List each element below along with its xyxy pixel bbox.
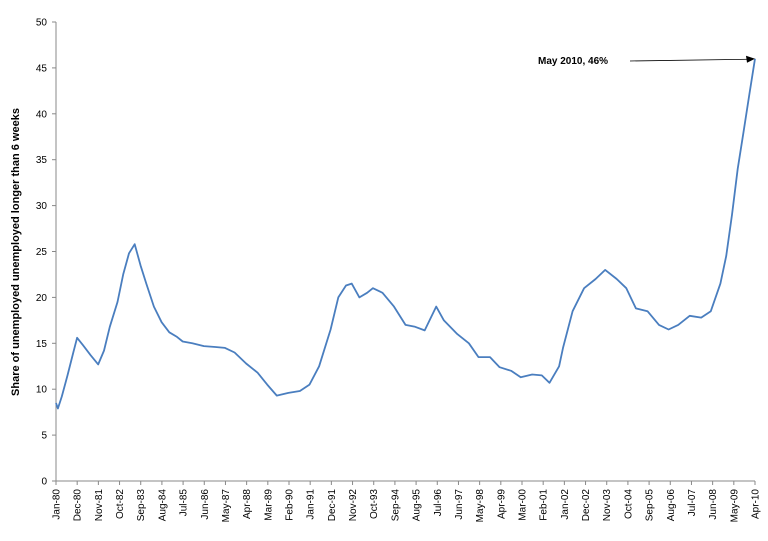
x-tick-label: Jan-80 <box>52 489 63 520</box>
annotation: May 2010, 46% <box>538 55 755 67</box>
x-tick-label: Jun-86 <box>200 489 211 520</box>
y-axis: 0 5 10 15 20 25 30 35 40 45 50 <box>36 18 57 488</box>
x-tick-label: Nov-03 <box>602 489 613 522</box>
series-line <box>55 58 756 410</box>
x-tick-label: Jan-91 <box>306 489 317 520</box>
y-tick-label: 0 <box>41 477 47 488</box>
x-tick-label: Apr-88 <box>242 489 253 519</box>
x-tick-label: Oct-93 <box>369 489 380 519</box>
annotation-arrow-line <box>629 58 750 62</box>
y-tick-label: 40 <box>36 109 48 120</box>
x-tick-label: Sep-94 <box>390 489 401 522</box>
y-tick-label: 5 <box>41 431 47 442</box>
x-tick-label: Jun-97 <box>454 489 465 520</box>
x-tick-label: Oct-82 <box>115 489 126 519</box>
y-tick-label: 50 <box>36 18 48 29</box>
x-tick-label: Jul-85 <box>179 489 190 517</box>
x-tick-label: Dec-80 <box>73 489 84 522</box>
x-tick-label: Jun-08 <box>708 489 719 520</box>
x-tick-label: Feb-90 <box>285 489 296 521</box>
x-tick-label: May-87 <box>221 489 232 523</box>
x-tick-label: Jan-02 <box>560 489 571 520</box>
x-tick-label: Jul-96 <box>433 489 444 517</box>
y-tick-label: 15 <box>36 339 48 350</box>
x-tick-label: Jul-07 <box>687 489 698 517</box>
series-group <box>55 58 756 410</box>
x-axis: Jan-80 Dec-80 Nov-81 Oct-82 Sep-83 Aug-84 Jul-… <box>52 480 762 523</box>
x-tick-label: May-98 <box>475 489 486 523</box>
x-tick-label: Aug-95 <box>412 489 423 522</box>
y-tick-label: 10 <box>36 385 48 396</box>
x-tick-label: Mar-89 <box>263 489 274 521</box>
x-tick-label: Apr-10 <box>751 489 762 519</box>
annotation-label: May 2010, 46% <box>538 56 608 67</box>
x-tick-label: Dec-02 <box>581 489 592 522</box>
y-tick-label: 20 <box>36 293 48 304</box>
y-tick-label: 45 <box>36 63 48 74</box>
annotation-arrow-head <box>746 55 755 63</box>
x-tick-label: Dec-91 <box>327 489 338 522</box>
x-tick-label: Oct-04 <box>623 489 634 519</box>
x-tick-label: May-09 <box>729 489 740 523</box>
x-tick-label: Mar-00 <box>518 489 529 521</box>
y-tick-label: 35 <box>36 155 48 166</box>
y-tick-label: 30 <box>36 201 48 212</box>
y-axis-label: Share of unemployed unemployed longer th… <box>10 108 22 396</box>
x-tick-label: Sep-83 <box>136 489 147 522</box>
x-tick-label: Apr-99 <box>496 489 507 519</box>
x-tick-label: Aug-06 <box>666 489 677 522</box>
x-tick-label: Nov-81 <box>94 489 105 522</box>
y-tick-label: 25 <box>36 247 48 258</box>
x-tick-label: Aug-84 <box>157 489 168 522</box>
x-tick-label: Nov-92 <box>348 489 359 522</box>
x-tick-label: Feb-01 <box>539 489 550 521</box>
x-tick-label: Sep-05 <box>645 489 656 522</box>
